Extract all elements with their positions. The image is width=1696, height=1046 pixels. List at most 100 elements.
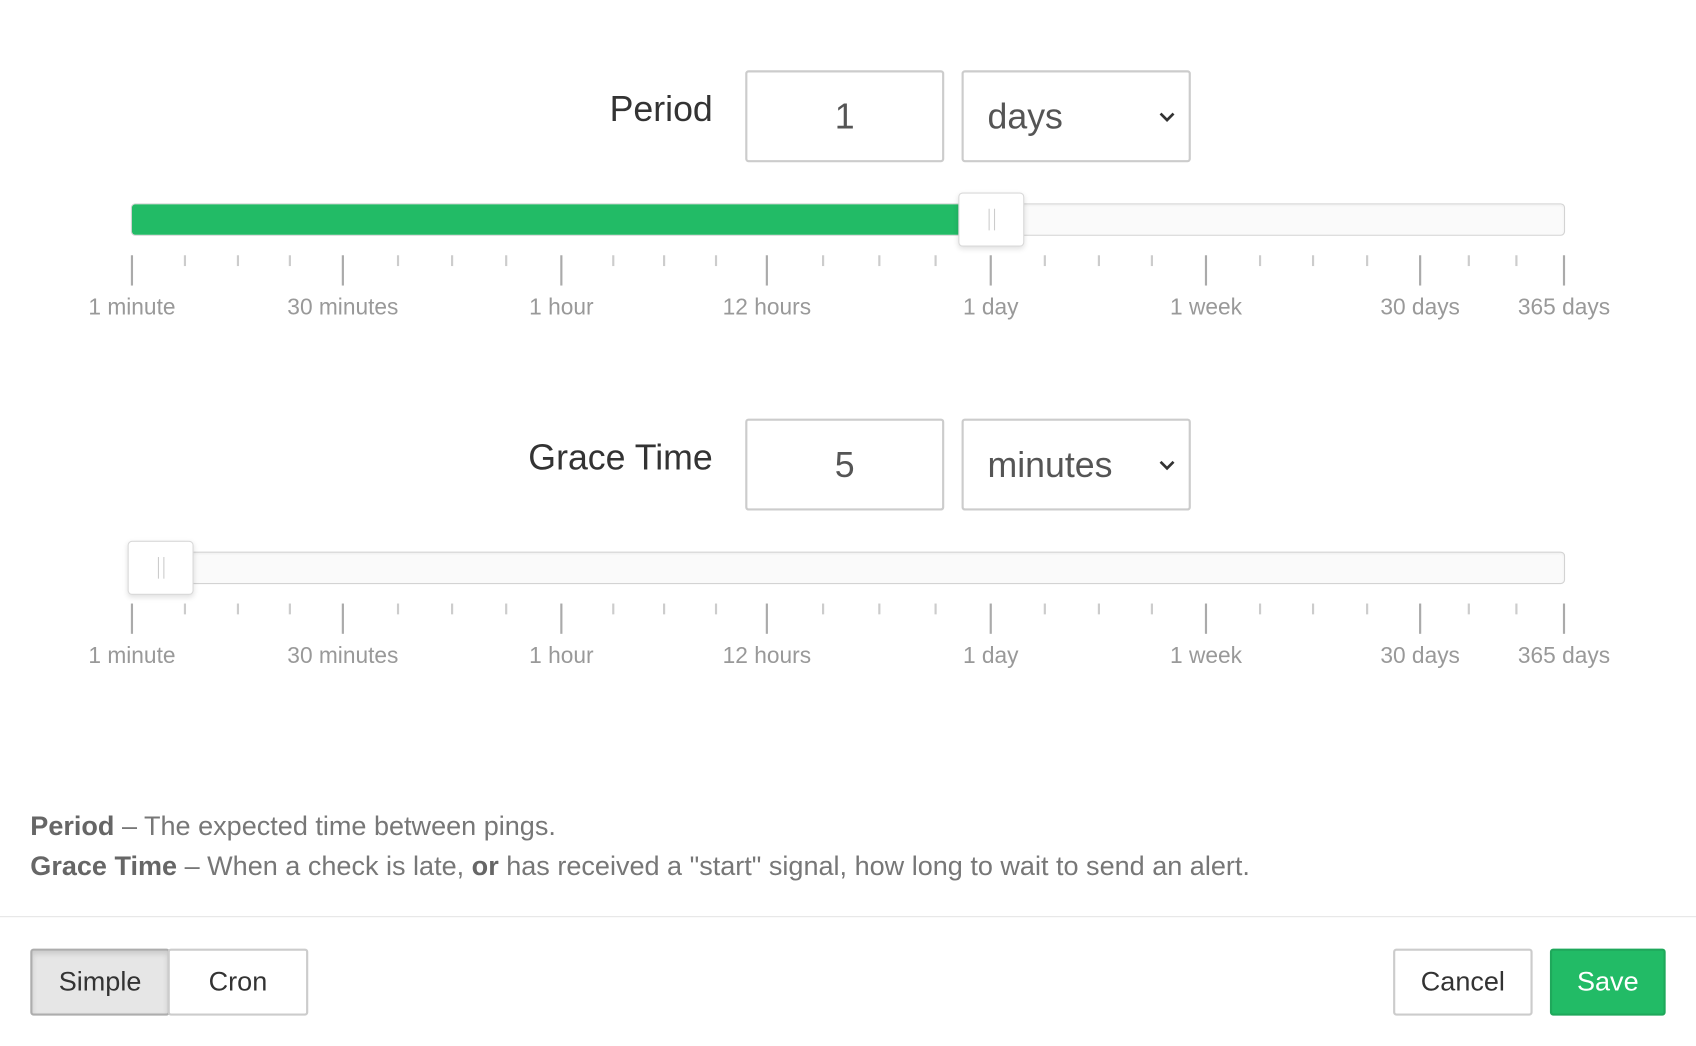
minor-tick xyxy=(1097,255,1100,267)
period-value-input[interactable]: 1 xyxy=(745,70,945,163)
minor-tick xyxy=(1043,255,1046,267)
cron-mode-button[interactable]: Cron xyxy=(167,948,309,1016)
minor-tick xyxy=(822,255,825,267)
major-tick xyxy=(765,603,768,634)
minor-tick xyxy=(396,603,400,615)
grace-label: Grace Time xyxy=(528,436,713,477)
major-tick xyxy=(560,603,563,634)
tick-label: 365 days xyxy=(1517,295,1611,321)
major-tick xyxy=(130,603,134,634)
minor-tick xyxy=(1258,603,1262,615)
minor-tick xyxy=(1515,603,1518,615)
period-scale: 1 minute 30 minutes 1 hour 12 hours 1 day 1 w… xyxy=(0,255,1696,331)
tick-label: 1 hour xyxy=(529,295,594,321)
tick-label: 1 day xyxy=(962,295,1019,321)
minor-tick xyxy=(714,255,718,267)
grace-help-text: – When a check is late, xyxy=(177,851,472,882)
major-tick xyxy=(1419,255,1422,286)
minor-tick xyxy=(1311,603,1315,615)
footer-divider xyxy=(0,916,1696,918)
major-tick xyxy=(1562,603,1566,634)
major-tick xyxy=(341,603,344,634)
minor-tick xyxy=(1258,255,1262,267)
major-tick xyxy=(130,255,134,286)
minor-tick xyxy=(451,255,454,267)
minor-tick xyxy=(288,603,291,615)
minor-tick xyxy=(1097,603,1100,615)
chevron-down-icon xyxy=(1159,112,1175,122)
grace-help: Grace Time – When a check is late, or ha… xyxy=(30,851,1250,882)
grace-unit-select[interactable]: minutes xyxy=(961,418,1191,511)
minor-tick xyxy=(878,255,881,267)
period-slider[interactable] xyxy=(130,203,1566,236)
minor-tick xyxy=(878,603,881,615)
minor-tick xyxy=(663,255,666,267)
minor-tick xyxy=(1467,255,1470,267)
minor-tick xyxy=(1150,255,1153,267)
minor-tick xyxy=(714,603,718,615)
minor-tick xyxy=(183,255,187,267)
minor-tick xyxy=(612,603,615,615)
tick-label: 30 minutes xyxy=(287,295,399,321)
period-slider-fill xyxy=(131,204,960,235)
tick-label: 1 week xyxy=(1169,295,1242,321)
grace-slider-handle[interactable] xyxy=(127,540,194,595)
period-label: Period xyxy=(609,88,713,129)
period-slider-handle[interactable] xyxy=(958,192,1025,247)
minor-tick xyxy=(1366,603,1369,615)
grace-scale: 1 minute 30 minutes 1 hour 12 hours 1 day 1 w… xyxy=(0,603,1696,680)
major-tick xyxy=(989,255,992,286)
minor-tick xyxy=(663,603,666,615)
grace-value-input[interactable]: 5 xyxy=(745,418,945,511)
minor-tick xyxy=(1366,255,1369,267)
save-button[interactable]: Save xyxy=(1549,948,1666,1016)
tick-label: 12 hours xyxy=(722,295,812,321)
cancel-button[interactable]: Cancel xyxy=(1393,948,1533,1016)
simple-mode-button[interactable]: Simple xyxy=(30,948,170,1016)
minor-tick xyxy=(1467,603,1470,615)
tick-label: 1 day xyxy=(962,643,1019,669)
minor-tick xyxy=(183,603,187,615)
minor-tick xyxy=(1150,603,1153,615)
minor-tick xyxy=(1311,255,1315,267)
major-tick xyxy=(560,255,563,286)
minor-tick xyxy=(288,255,291,267)
minor-tick xyxy=(934,255,937,267)
minor-tick xyxy=(236,603,240,615)
tick-label: 1 week xyxy=(1169,643,1242,669)
major-tick xyxy=(1419,603,1422,634)
minor-tick xyxy=(505,603,508,615)
tick-label: 1 hour xyxy=(529,643,594,669)
grace-slider[interactable] xyxy=(130,551,1566,585)
period-help: Period – The expected time between pings… xyxy=(30,811,556,842)
tick-label: 30 days xyxy=(1380,295,1460,321)
tick-label: 1 minute xyxy=(88,643,176,669)
period-term: Period xyxy=(30,811,115,842)
tick-label: 30 days xyxy=(1380,643,1460,669)
minor-tick xyxy=(934,603,937,615)
major-tick xyxy=(1204,255,1208,286)
grace-help-or: or xyxy=(471,851,499,882)
period-help-text: – The expected time between pings. xyxy=(114,811,556,842)
minor-tick xyxy=(505,255,508,267)
major-tick xyxy=(1204,603,1208,634)
grace-help-text-2: has received a "start" signal, how long … xyxy=(498,851,1250,882)
major-tick xyxy=(989,603,992,634)
tick-label: 365 days xyxy=(1517,643,1611,669)
tick-label: 12 hours xyxy=(722,643,812,669)
chevron-down-icon xyxy=(1159,460,1175,470)
period-unit-select[interactable]: days xyxy=(961,70,1191,163)
minor-tick xyxy=(822,603,825,615)
minor-tick xyxy=(1043,603,1046,615)
minor-tick xyxy=(612,255,615,267)
major-tick xyxy=(1562,255,1566,286)
tick-label: 1 minute xyxy=(88,295,176,321)
grace-unit-value: minutes xyxy=(987,443,1113,485)
period-unit-value: days xyxy=(987,95,1063,136)
minor-tick xyxy=(1515,255,1518,267)
minor-tick xyxy=(451,603,454,615)
minor-tick xyxy=(396,255,400,267)
tick-label: 30 minutes xyxy=(287,643,399,669)
major-tick xyxy=(765,255,768,286)
minor-tick xyxy=(236,255,240,267)
